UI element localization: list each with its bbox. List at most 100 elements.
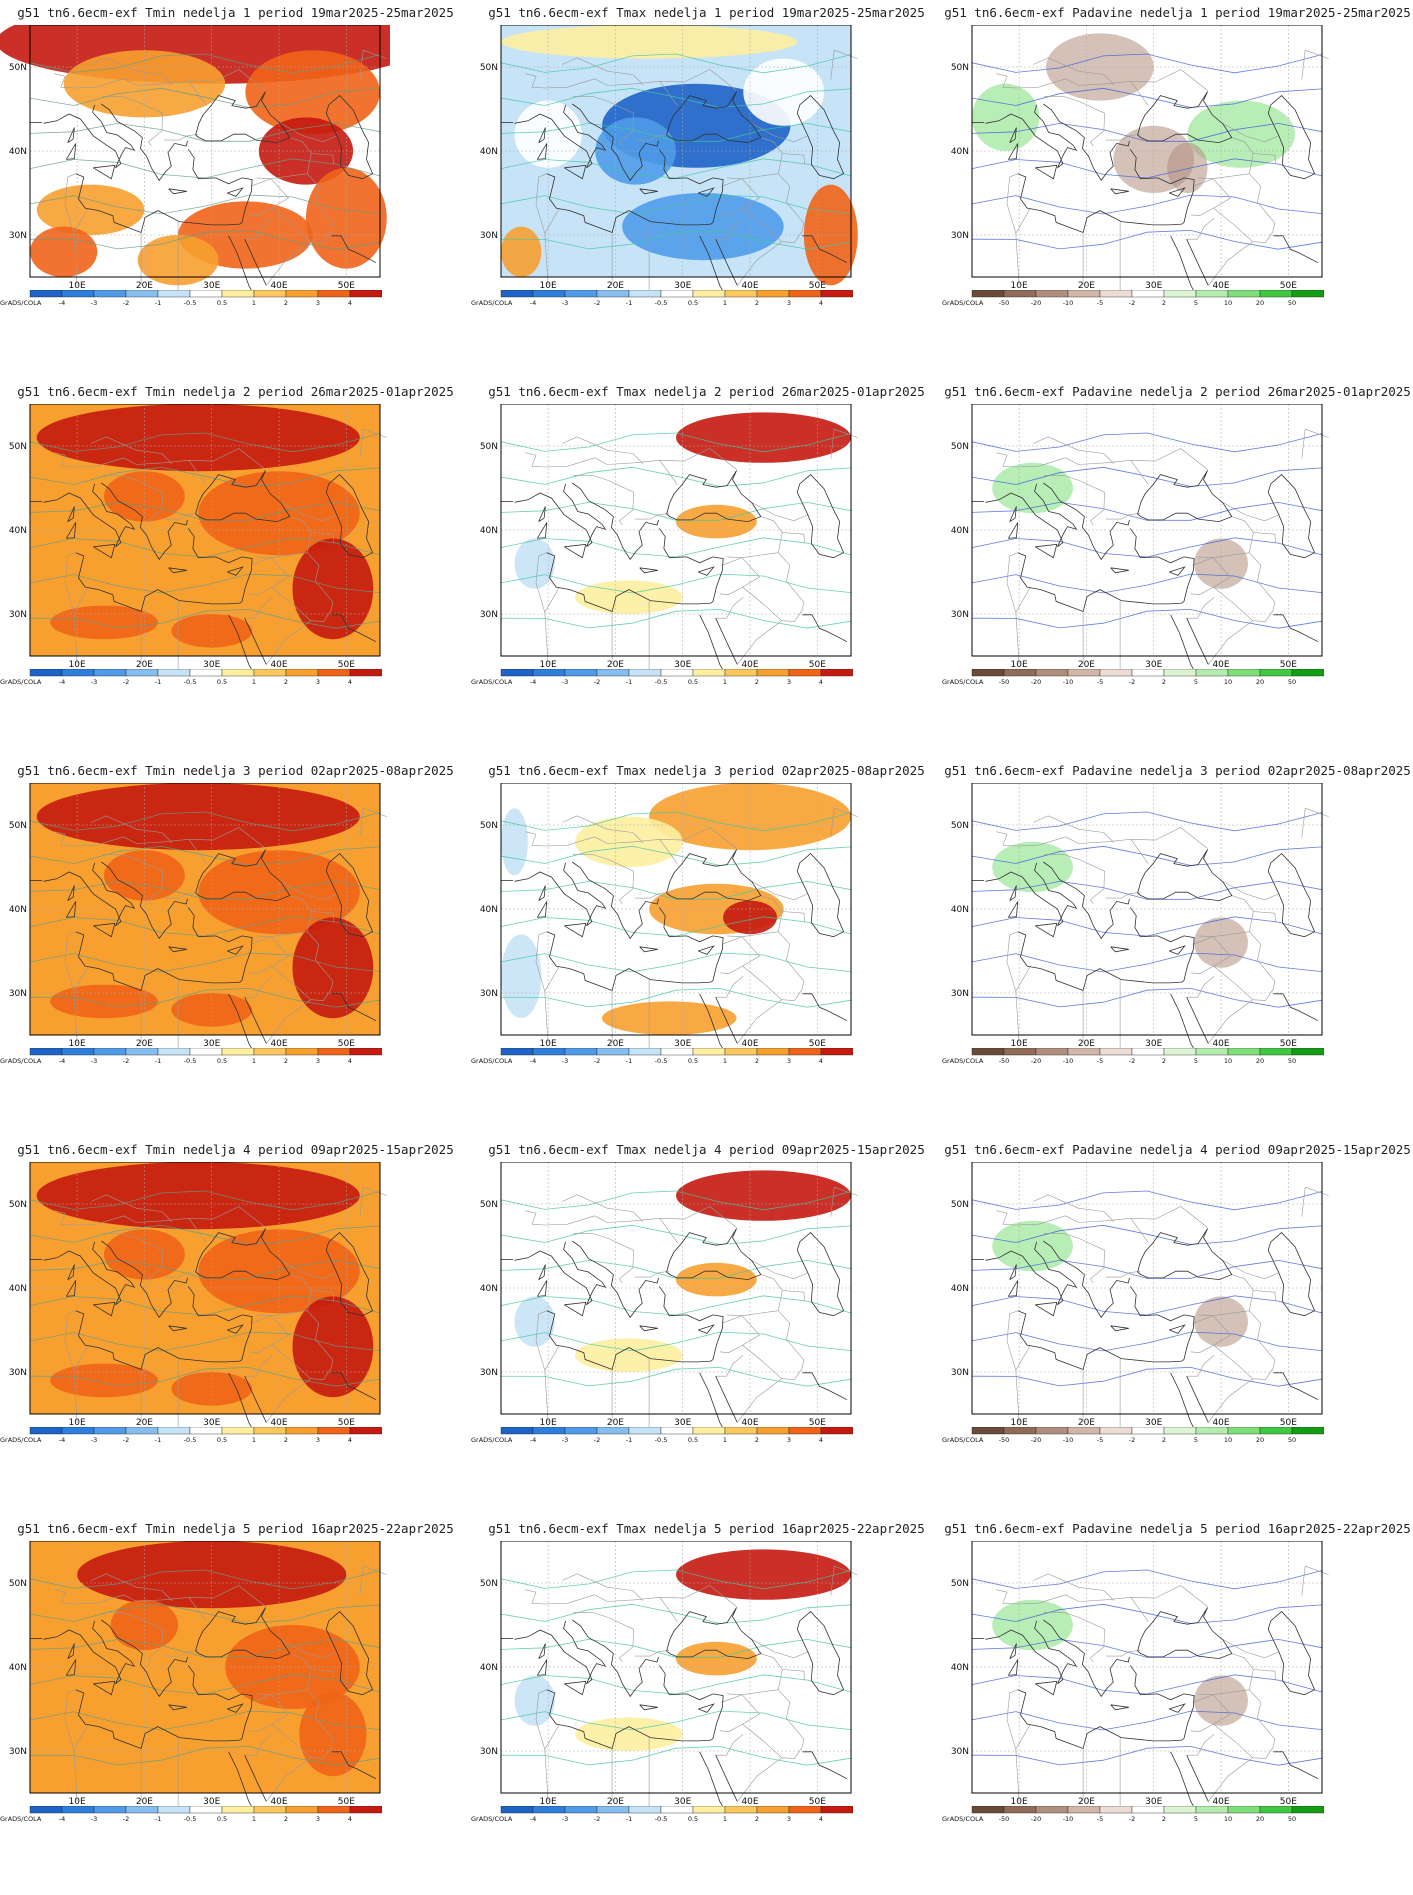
- colorbar-swatch: [61, 290, 95, 298]
- colorbar-swatch: [253, 1806, 287, 1814]
- lon-tick-label: 30E: [203, 281, 220, 291]
- colorbar-tick-label: -4: [59, 1436, 65, 1444]
- colorbar-swatch: [1067, 1427, 1101, 1435]
- colorbar-swatch: [971, 669, 1005, 677]
- lon-tick-label: 50E: [1280, 1039, 1297, 1049]
- lat-tick-label: 50N: [9, 442, 27, 452]
- panel-title: g51 tn6.6ecm-exf Tmin nedelja 1 period 1…: [17, 5, 454, 20]
- lon-tick-label: 20E: [136, 1418, 153, 1428]
- colorbar-swatch: [1227, 1048, 1261, 1056]
- colorbar-tick-label: -50: [999, 299, 1010, 307]
- colorbar-tick-label: -2: [1129, 678, 1135, 686]
- colorbar-tick-label: 2: [284, 299, 288, 307]
- colorbar-swatch: [125, 290, 159, 298]
- colorbar-tick-label: -3: [562, 299, 568, 307]
- map-panel-tmax-week-2: g51 tn6.6ecm-exf Tmax nedelja 2 period 2…: [471, 379, 942, 758]
- lat-tick-label: 50N: [480, 442, 498, 452]
- panel-title: g51 tn6.6ecm-exf Padavine nedelja 4 peri…: [944, 1142, 1411, 1157]
- lat-tick-label: 40N: [9, 1663, 27, 1673]
- lat-tick-label: 40N: [9, 526, 27, 536]
- colorbar-tick-label: 4: [819, 678, 823, 686]
- colorbar-tick-label: 10: [1224, 1815, 1232, 1823]
- colorbar-swatch: [1067, 290, 1101, 298]
- colorbar-swatch: [29, 1427, 63, 1435]
- grads-credit: GrADS/COLA: [942, 1815, 984, 1823]
- colorbar-swatch: [1227, 669, 1261, 677]
- lon-tick-label: 40E: [270, 1797, 287, 1807]
- colorbar-swatch: [756, 1806, 790, 1814]
- colorbar-swatch: [285, 1427, 319, 1435]
- lat-tick-label: 40N: [480, 147, 498, 157]
- lat-tick-label: 30N: [480, 989, 498, 999]
- colorbar-tick-label: 2: [755, 1815, 759, 1823]
- colorbar-tick-label: -0.5: [184, 299, 197, 307]
- colorbar-swatch: [1035, 669, 1069, 677]
- colorbar-tick-label: 1: [252, 1057, 256, 1065]
- lon-tick-label: 40E: [741, 281, 758, 291]
- lon-tick-label: 50E: [809, 660, 826, 670]
- colorbar-swatch: [1195, 1048, 1229, 1056]
- colorbar-swatch: [1195, 669, 1229, 677]
- lon-tick-label: 20E: [607, 1418, 624, 1428]
- grads-credit: GrADS/COLA: [471, 299, 513, 307]
- lat-tick-label: 50N: [9, 821, 27, 831]
- grads-credit: GrADS/COLA: [942, 1436, 984, 1444]
- colorbar-tick-label: -4: [59, 1057, 65, 1065]
- colorbar-tick-label: 4: [348, 1057, 352, 1065]
- anomaly-map: 50N 40N 30N 10E 20E 30E 40E 50E: [951, 1541, 1329, 1809]
- lon-tick-label: 10E: [540, 1418, 557, 1428]
- colorbar-tick-label: 3: [316, 1815, 320, 1823]
- colorbar-swatch: [317, 1427, 351, 1435]
- colorbar: GrADS/COLA -4 -3 -2 -1 -0.5 0.5 1 2 3 4: [0, 1048, 382, 1065]
- colorbar-tick-label: -0.5: [184, 1436, 197, 1444]
- colorbar-tick-label: 10: [1224, 678, 1232, 686]
- map-panel-tmin-week-1: g51 tn6.6ecm-exf Tmin nedelja 1 period 1…: [0, 0, 471, 379]
- lon-tick-label: 50E: [809, 1418, 826, 1428]
- lat-tick-label: 30N: [951, 989, 969, 999]
- colorbar-tick-label: 0.5: [688, 1815, 698, 1823]
- colorbar-tick-label: 5: [1194, 1436, 1198, 1444]
- colorbar-tick-label: 4: [348, 299, 352, 307]
- colorbar-swatch: [724, 1427, 758, 1435]
- colorbar-swatch: [532, 1427, 566, 1435]
- colorbar-tick-label: 3: [787, 1436, 791, 1444]
- colorbar-swatch: [1067, 1048, 1101, 1056]
- lon-tick-label: 10E: [1011, 1039, 1028, 1049]
- panel-title: g51 tn6.6ecm-exf Padavine nedelja 5 peri…: [944, 1521, 1411, 1536]
- panel-title: g51 tn6.6ecm-exf Tmax nedelja 1 period 1…: [488, 5, 925, 20]
- lon-tick-label: 20E: [1078, 660, 1095, 670]
- colorbar-swatch: [1131, 1427, 1165, 1435]
- grads-credit: GrADS/COLA: [0, 1057, 42, 1065]
- colorbar-swatch: [221, 290, 255, 298]
- lon-tick-label: 40E: [270, 660, 287, 670]
- colorbar-tick-label: 2: [284, 1436, 288, 1444]
- lon-tick-label: 50E: [338, 660, 355, 670]
- colorbar-swatch: [61, 1427, 95, 1435]
- lon-tick-label: 50E: [809, 281, 826, 291]
- lon-tick-label: 10E: [540, 660, 557, 670]
- colorbar-swatch: [93, 1806, 127, 1814]
- colorbar-swatch: [1195, 1806, 1229, 1814]
- colorbar-tick-label: -2: [594, 1057, 600, 1065]
- colorbar-swatch: [189, 1427, 223, 1435]
- colorbar-swatch: [692, 669, 726, 677]
- colorbar-swatch: [500, 669, 534, 677]
- map-panel-tmax-week-4: g51 tn6.6ecm-exf Tmax nedelja 4 period 0…: [471, 1137, 942, 1516]
- lon-tick-label: 10E: [69, 1797, 86, 1807]
- colorbar-swatch: [500, 290, 534, 298]
- lon-tick-label: 10E: [69, 281, 86, 291]
- lat-tick-label: 40N: [480, 1663, 498, 1673]
- lon-tick-label: 50E: [809, 1797, 826, 1807]
- colorbar-tick-label: 2: [284, 1815, 288, 1823]
- colorbar-tick-label: -20: [1031, 678, 1042, 686]
- colorbar-swatch: [500, 1048, 534, 1056]
- lon-tick-label: 10E: [540, 1797, 557, 1807]
- colorbar-tick-label: 2: [755, 1436, 759, 1444]
- lon-tick-label: 10E: [69, 1418, 86, 1428]
- colorbar-swatch: [1067, 1806, 1101, 1814]
- grads-credit: GrADS/COLA: [0, 299, 42, 307]
- map-panel-tmin-week-3: g51 tn6.6ecm-exf Tmin nedelja 3 period 0…: [0, 758, 471, 1137]
- colorbar-tick-label: -4: [530, 1436, 536, 1444]
- colorbar-tick-label: -3: [562, 1057, 568, 1065]
- lat-tick-label: 40N: [480, 905, 498, 915]
